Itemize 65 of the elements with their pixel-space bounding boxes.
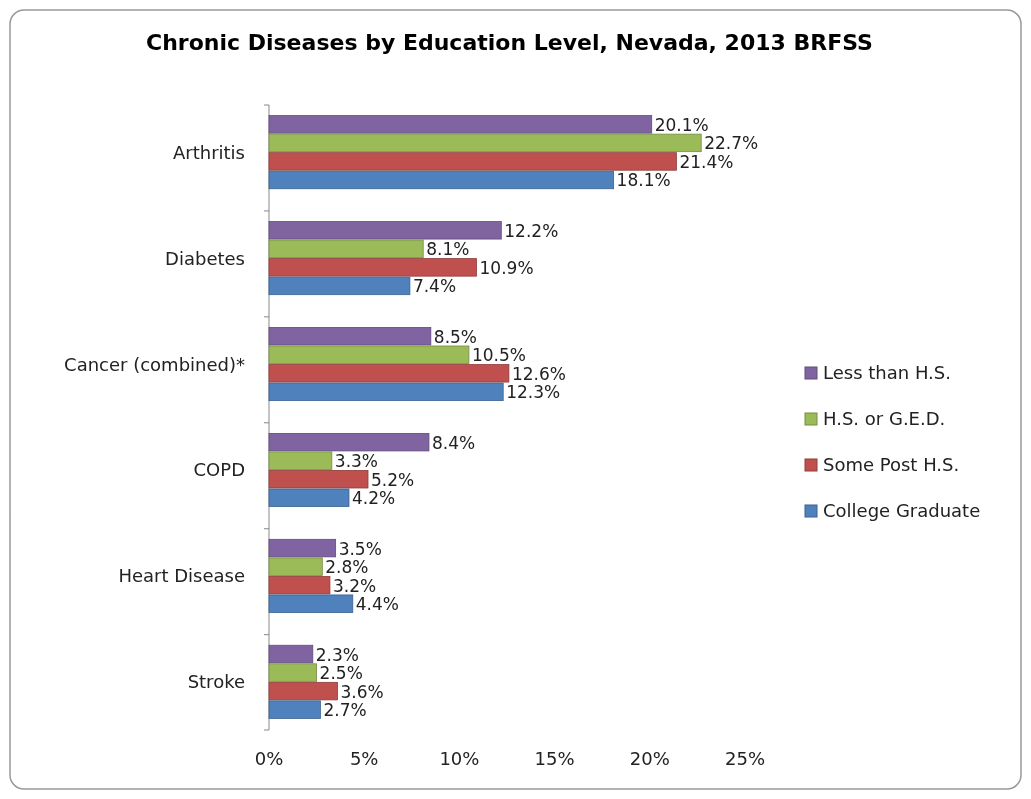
bar <box>268 382 504 402</box>
data-label: 2.5% <box>319 663 363 684</box>
bar <box>268 451 333 470</box>
legend-label: College Graduate <box>823 500 981 521</box>
data-label: 4.4% <box>355 594 399 615</box>
bar <box>268 258 477 277</box>
bar <box>268 432 430 452</box>
bar <box>268 152 677 171</box>
data-label: 4.2% <box>351 488 396 509</box>
bar <box>268 221 502 240</box>
data-label: 20.1% <box>654 114 709 135</box>
data-label: 5.2% <box>371 469 415 490</box>
data-label: 22.7% <box>704 133 759 154</box>
bar <box>268 133 702 153</box>
y-tick-label: Stroke <box>187 671 245 693</box>
bar <box>268 345 470 364</box>
y-tick-label: Arthritis <box>172 141 245 163</box>
bar <box>268 663 317 682</box>
data-label: 2.7% <box>323 700 367 721</box>
data-label: 2.8% <box>325 557 369 578</box>
bar <box>268 576 331 595</box>
data-label: 7.4% <box>412 276 457 297</box>
data-label: 8.5% <box>433 326 478 347</box>
y-tick-label: Heart Disease <box>118 565 245 587</box>
data-label: 3.3% <box>334 451 379 472</box>
x-tick-label: 20% <box>629 748 670 769</box>
bar <box>268 644 314 664</box>
bar <box>268 538 337 558</box>
y-tick-label: COPD <box>193 459 245 481</box>
bar <box>268 594 354 613</box>
data-label: 18.1% <box>616 170 671 191</box>
bar <box>268 488 350 507</box>
data-label: 8.1% <box>426 239 470 260</box>
x-tick-label: 25% <box>724 748 766 769</box>
bar <box>268 681 338 701</box>
legend-label: H.S. or G.E.D. <box>823 408 946 429</box>
data-label: 8.4% <box>431 432 476 453</box>
data-label: 2.3% <box>315 644 359 665</box>
data-label: 12.6% <box>511 363 566 384</box>
data-label: 12.2% <box>504 220 559 241</box>
chart-title: Chronic Diseases by Education Level, Nevada, 2013 BRFSS <box>146 30 873 55</box>
x-tick-label: 15% <box>534 748 575 769</box>
bar <box>268 170 615 190</box>
bar <box>268 557 323 576</box>
bar <box>268 700 321 719</box>
y-tick-label: Cancer (combined)* <box>64 353 245 375</box>
bar <box>268 364 510 383</box>
bar <box>268 276 411 296</box>
data-label: 21.4% <box>679 151 734 172</box>
data-label: 10.9% <box>479 257 534 278</box>
bar <box>268 327 432 346</box>
legend-label: Some Post H.S. <box>823 454 960 475</box>
data-label: 3.6% <box>340 681 384 702</box>
bar <box>268 115 653 134</box>
x-tick-label: 0% <box>254 748 284 769</box>
legend-label: Less than H.S. <box>823 362 951 383</box>
bar <box>268 239 424 258</box>
x-tick-label: 10% <box>439 748 480 769</box>
data-label: 3.5% <box>338 538 382 559</box>
data-label: 3.2% <box>332 575 377 596</box>
data-label: 12.3% <box>506 382 561 403</box>
bar <box>268 470 369 489</box>
y-tick-label: Diabetes <box>165 247 245 269</box>
data-label: 10.5% <box>471 345 526 366</box>
x-tick-label: 5% <box>349 748 379 769</box>
